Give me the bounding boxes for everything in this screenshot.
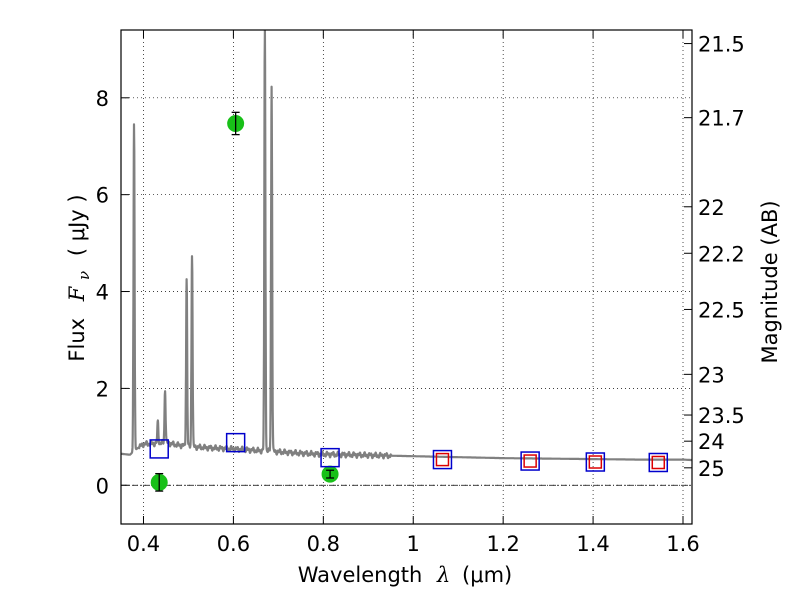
magnitude-tick-label: 23.5 bbox=[698, 404, 745, 428]
y-tick-label: 4 bbox=[96, 281, 109, 305]
secondary-model-square bbox=[588, 455, 603, 469]
x-tick-label: 0.8 bbox=[307, 532, 340, 556]
data-points bbox=[149, 111, 669, 492]
x-tick-label: 0.6 bbox=[217, 532, 250, 556]
magnitude-tick-label: 22 bbox=[698, 196, 725, 220]
magnitude-tick-label: 24 bbox=[698, 430, 725, 454]
model-photometry-square bbox=[520, 451, 540, 471]
x-tick-label: 1.4 bbox=[576, 532, 609, 556]
magnitude-tick-label: 25 bbox=[698, 457, 725, 481]
y-axis-label-symbol: F bbox=[65, 285, 89, 302]
x-tick-label: 1.6 bbox=[666, 532, 699, 556]
magnitude-tick-label: 22.2 bbox=[698, 242, 745, 266]
x-axis-label-text: Wavelength bbox=[298, 563, 423, 587]
magnitude-tick-label: 21.5 bbox=[698, 33, 745, 57]
secondary-model-square bbox=[435, 452, 450, 467]
y-axis-label: Flux F ν ( μJy ) bbox=[65, 194, 94, 361]
x-tick-label: 1 bbox=[407, 532, 420, 556]
model-photometry-square bbox=[225, 432, 246, 453]
y-axis-label-unit: ( μJy ) bbox=[65, 194, 89, 256]
plot-frame bbox=[120, 29, 693, 525]
y-tick-label: 0 bbox=[96, 474, 109, 498]
model-photometry-square bbox=[585, 452, 606, 472]
sed-model-line bbox=[121, 30, 692, 462]
y-axis-label-text: Flux bbox=[65, 318, 89, 362]
x-axis-label-unit: (μm) bbox=[462, 563, 512, 587]
magnitude-tick-label: 21.7 bbox=[698, 107, 745, 131]
magnitude-axis-label: Magnitude (AB) bbox=[758, 200, 782, 363]
y-tick-label: 2 bbox=[96, 377, 109, 401]
y-tick-label: 6 bbox=[96, 184, 109, 208]
secondary-model-square bbox=[523, 454, 537, 468]
x-tick-label: 1.2 bbox=[486, 532, 519, 556]
x-axis-label-symbol: λ bbox=[436, 563, 450, 587]
x-axis-ticks: 0.4 0.6 0.8 1 1.2 1.4 1.6 bbox=[127, 30, 700, 556]
x-axis-label: Wavelength λ (μm) bbox=[298, 563, 512, 587]
secondary-model-square bbox=[651, 455, 666, 470]
x-tick-label: 0.4 bbox=[127, 532, 160, 556]
magnitude-axis-ticks: 21.5 21.7 22 22.2 22.5 23 23.524 25 bbox=[684, 33, 745, 481]
magnitude-tick-label: 22.5 bbox=[698, 298, 745, 322]
model-photometry-square bbox=[320, 447, 340, 468]
model-photometry-square bbox=[432, 449, 453, 470]
y-axis-ticks: 0 2 4 6 8 bbox=[96, 87, 129, 498]
y-axis-label-subscript: ν bbox=[75, 271, 93, 280]
y-tick-label: 8 bbox=[96, 87, 109, 111]
model-photometry-square bbox=[149, 439, 169, 459]
plot-area bbox=[121, 30, 692, 492]
model-photometry-square bbox=[648, 452, 669, 473]
magnitude-tick-label: 23 bbox=[698, 363, 725, 387]
